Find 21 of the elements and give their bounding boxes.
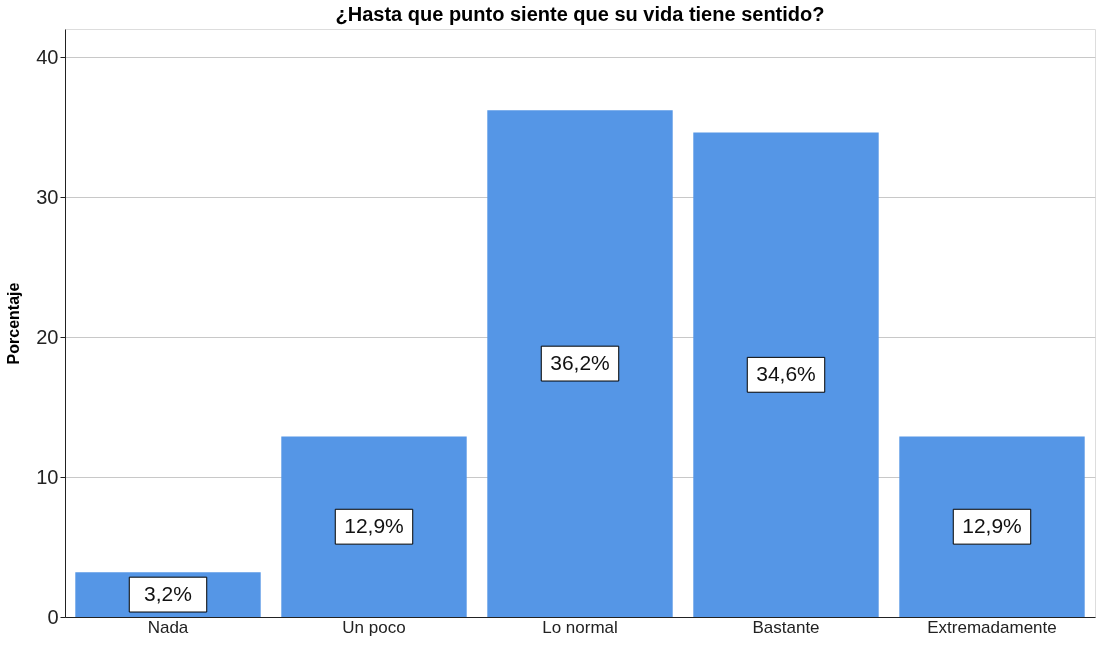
data-label: 3,2% [144,581,192,605]
data-label: 34,6% [756,361,816,385]
chart-title: ¿Hasta que punto siente que su vida tiene sentido? [335,3,825,25]
y-tick-label: 20 [36,325,59,348]
x-tick-label: Bastante [752,617,820,637]
y-tick-label: 0 [47,605,59,628]
y-tick-label: 30 [36,185,59,208]
x-tick-label: Un poco [342,617,406,637]
y-tick-label: 10 [36,465,59,488]
y-axis-title: Porcentaje [5,282,23,365]
bar [899,436,1085,617]
x-tick-label: Nada [147,617,189,637]
y-tick-label: 40 [36,45,59,68]
data-label: 36,2% [550,350,610,374]
bar [281,436,467,617]
bar [487,110,673,617]
bar [693,132,879,617]
data-label: 12,9% [344,513,404,537]
data-label: 12,9% [962,513,1022,537]
x-tick-label: Lo normal [542,617,618,637]
x-tick-label: Extremadamente [927,617,1057,637]
